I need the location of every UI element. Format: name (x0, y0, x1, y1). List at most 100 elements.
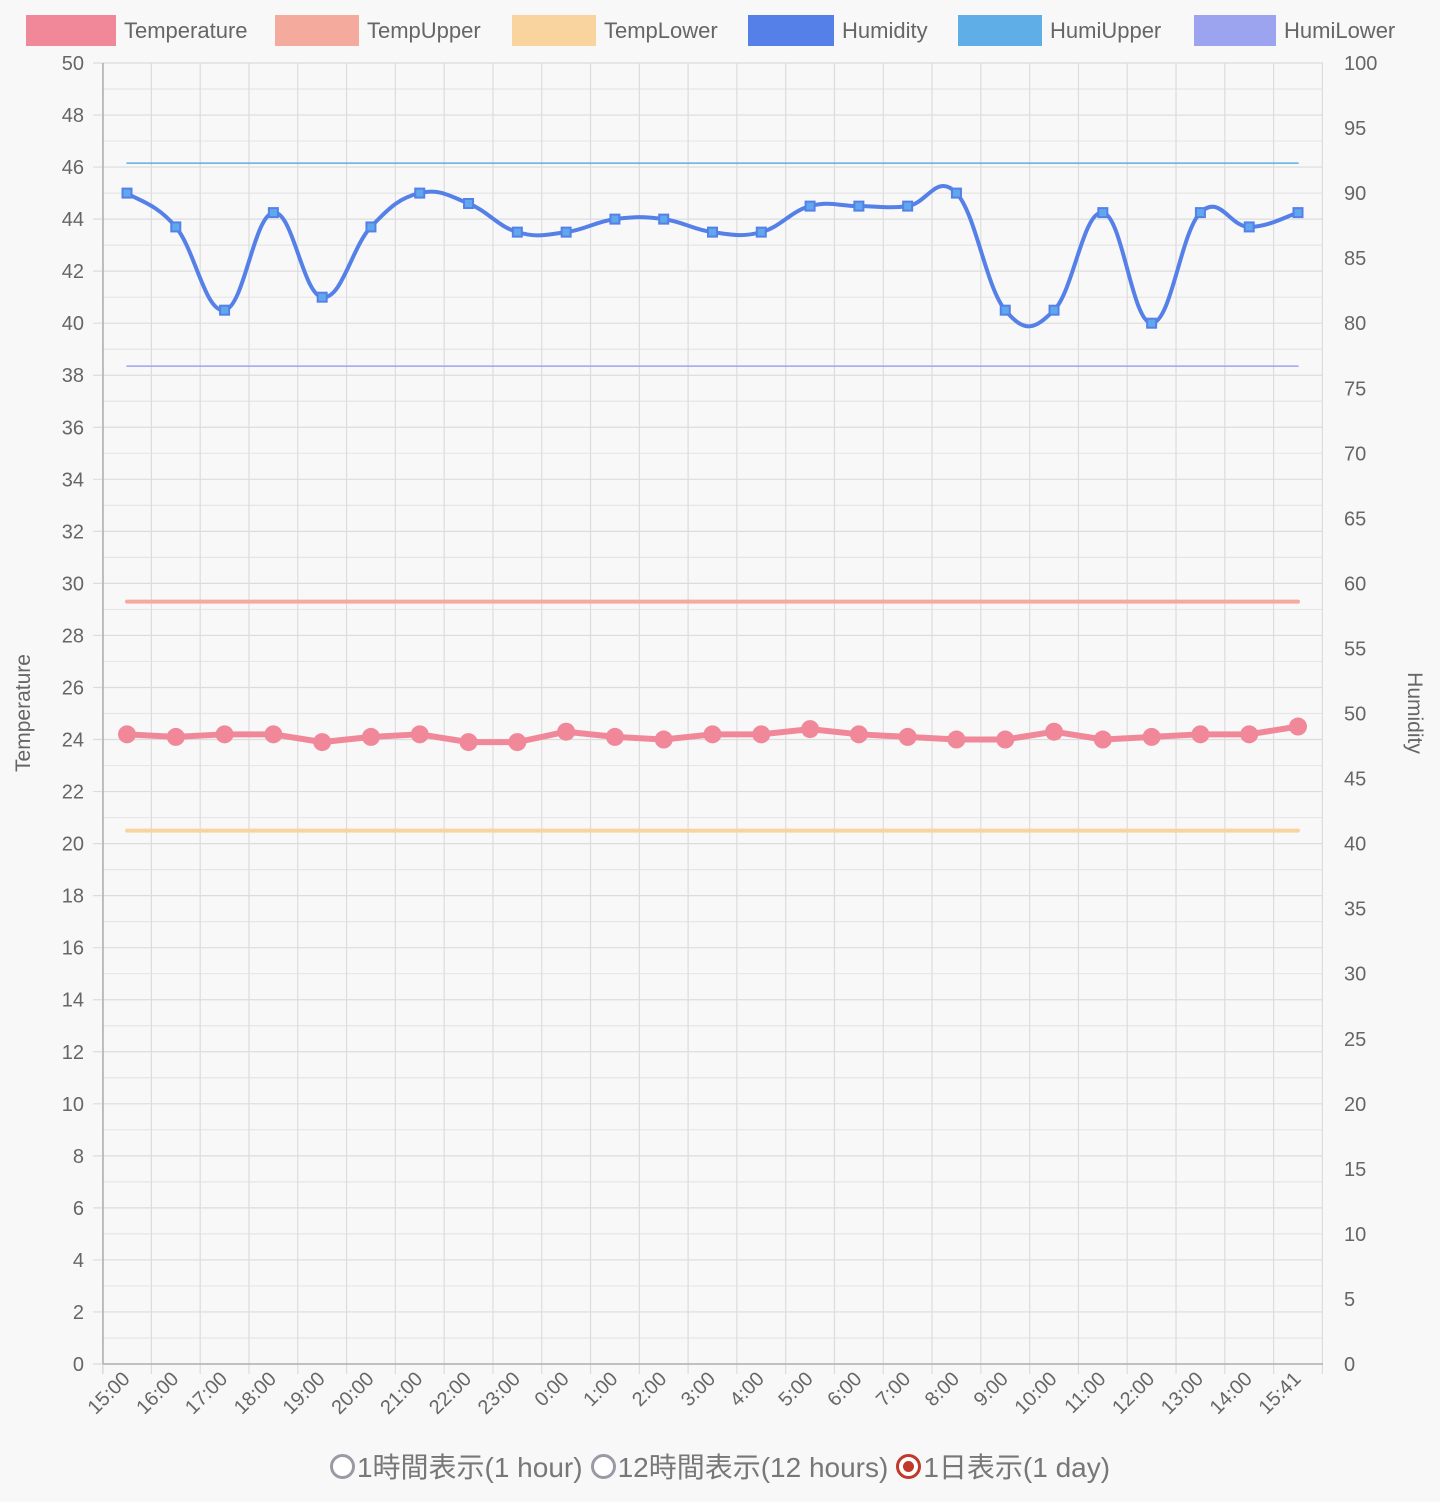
y-left-tick-label: 50 (62, 53, 84, 75)
x-tick-label: 22:00 (425, 1368, 476, 1419)
y-right-tick-label: 50 (1344, 704, 1366, 726)
y-left-tick-label: 40 (62, 313, 84, 335)
x-tick-label: 15:00 (84, 1368, 135, 1419)
x-tick-label: 1:00 (579, 1368, 622, 1411)
y-right-tick-label: 80 (1344, 313, 1366, 335)
range-controls: 1時間表示(1 hour) 12時間表示(12 hours) 1日表示(1 da… (0, 1438, 1440, 1494)
data-point-temperature (118, 725, 136, 744)
legend-swatch-templower (512, 15, 596, 46)
y-right-tick-label: 75 (1344, 378, 1366, 400)
radio-button-icon[interactable] (329, 1453, 355, 1479)
y-right-tick-label: 60 (1344, 573, 1366, 595)
y-left-tick-label: 26 (62, 677, 84, 699)
data-point-humidity (316, 291, 328, 303)
x-tick-label: 15:41 (1255, 1368, 1306, 1419)
legend-label-temperature: Temperature (124, 18, 248, 43)
data-point-humidity (170, 221, 182, 233)
data-point-temperature (557, 722, 576, 741)
legend-label-humidity: Humidity (842, 18, 928, 43)
y-right-tick-label: 0 (1344, 1354, 1355, 1376)
x-tick-label: 13:00 (1157, 1368, 1208, 1419)
y-right-tick-label: 65 (1344, 508, 1366, 530)
radio-button-checked-icon[interactable] (896, 1453, 922, 1479)
range-option-1-hour[interactable]: 1時間表示(1 hour) (329, 1446, 583, 1486)
y-left-tick-label: 38 (62, 365, 84, 387)
data-point-temperature (898, 727, 917, 746)
data-point-humidity (1292, 207, 1304, 219)
y-right-tick-label: 35 (1344, 899, 1366, 921)
data-point-humidity (1243, 221, 1255, 233)
legend-label-humilower: HumiLower (1284, 18, 1395, 43)
data-point-temperature (361, 727, 380, 746)
data-point-humidity (414, 187, 426, 199)
legend-label-templower: TempLower (604, 18, 718, 43)
legend-swatch-humiupper (958, 15, 1042, 46)
data-point-humidity (902, 200, 914, 212)
range-option-label: 1時間表示(1 hour) (356, 1452, 583, 1483)
data-point-temperature (410, 725, 429, 744)
y-right-tick-label: 100 (1344, 53, 1377, 75)
data-point-temperature (605, 727, 624, 746)
data-point-temperature (1240, 725, 1259, 744)
y-left-tick-label: 0 (73, 1354, 84, 1376)
data-point-humidity (755, 226, 767, 238)
y-left-tick-label: 16 (62, 938, 84, 960)
legend-label-tempupper: TempUpper (367, 18, 481, 43)
data-point-temperature (1045, 722, 1064, 741)
data-point-temperature (801, 720, 820, 739)
range-option-label: 1日表示(1 day) (923, 1452, 1111, 1483)
y-left-tick-label: 2 (73, 1302, 84, 1324)
y-right-tick-label: 45 (1344, 769, 1366, 791)
data-point-humidity (707, 226, 718, 238)
y-right-tick-label: 90 (1344, 183, 1366, 205)
y-left-tick-label: 20 (62, 834, 84, 856)
y-left-tick-label: 48 (62, 105, 84, 127)
y-right-tick-label: 30 (1344, 964, 1366, 986)
x-tick-label: 4:00 (726, 1368, 769, 1411)
range-option-1-day[interactable]: 1日表示(1 day) (896, 1446, 1110, 1486)
y-right-tick-label: 25 (1344, 1029, 1366, 1051)
x-tick-label: 5:00 (775, 1368, 818, 1411)
y-right-tick-label: 40 (1344, 834, 1366, 856)
data-point-humidity (511, 226, 523, 238)
data-point-humidity (1097, 207, 1109, 219)
x-tick-label: 18:00 (230, 1368, 281, 1419)
y-left-tick-label: 12 (62, 1042, 84, 1064)
x-tick-label: 23:00 (474, 1368, 525, 1419)
data-point-temperature (752, 725, 771, 744)
y-right-tick-label: 95 (1344, 118, 1366, 140)
y-left-axis-title: Temperature (12, 654, 35, 772)
y-left-tick-label: 34 (62, 469, 84, 491)
y-left-tick-label: 24 (62, 730, 84, 752)
x-tick-label: 6:00 (823, 1368, 866, 1411)
data-point-humidity (121, 187, 133, 199)
data-point-temperature (947, 730, 966, 749)
legend-swatch-temperature (26, 15, 116, 46)
y-left-tick-label: 36 (62, 417, 84, 439)
range-option-12-hours[interactable]: 12時間表示(12 hours) (590, 1446, 889, 1486)
y-left-tick-label: 18 (62, 886, 84, 908)
y-right-tick-label: 85 (1344, 248, 1366, 270)
x-tick-label: 10:00 (1011, 1368, 1062, 1419)
data-point-temperature (1142, 727, 1161, 746)
series-line-humidity (125, 184, 1300, 329)
x-tick-label: 21:00 (376, 1368, 427, 1419)
x-tick-label: 2:00 (628, 1368, 671, 1411)
y-left-tick-label: 6 (73, 1198, 84, 1220)
y-right-tick-label: 10 (1344, 1224, 1366, 1246)
x-tick-label: 12:00 (1108, 1368, 1159, 1419)
x-tick-label: 11:00 (1060, 1368, 1110, 1418)
y-left-tick-label: 46 (62, 157, 84, 179)
x-tick-label: 0:00 (531, 1368, 574, 1411)
y-left-tick-label: 4 (73, 1250, 84, 1272)
radio-button-icon[interactable] (590, 1453, 616, 1479)
data-point-humidity (658, 213, 670, 225)
x-tick-label: 17:00 (181, 1368, 232, 1419)
data-point-temperature (508, 733, 527, 752)
y-left-tick-label: 14 (62, 990, 84, 1012)
data-point-humidity (365, 221, 377, 233)
data-point-humidity (219, 304, 231, 316)
range-option-label: 12時間表示(12 hours) (617, 1452, 889, 1483)
data-point-temperature (264, 725, 283, 744)
